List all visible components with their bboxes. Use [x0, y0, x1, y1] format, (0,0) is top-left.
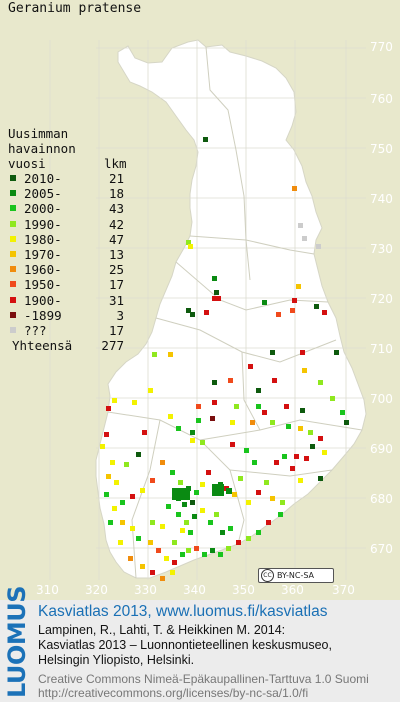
x-axis-label: 370 — [332, 583, 355, 597]
legend-count: 31 — [108, 292, 124, 308]
legend-row: 2010- 21 — [8, 171, 124, 186]
luomus-logo: LUOMUS — [2, 586, 32, 698]
license-line-1: Creative Commons Nimeä-Epäkaupallinen-Ta… — [38, 672, 369, 686]
legend: Uusimman havainnon vuosi lkm 2010- 21 2005… — [8, 126, 127, 354]
species-name: Geranium pratense — [8, 1, 142, 16]
legend-swatch — [10, 266, 16, 273]
legend-row: 1960- 25 — [8, 262, 124, 278]
legend-year: 1950- — [24, 277, 62, 293]
legend-swatch — [10, 175, 16, 181]
x-axis-label: 360 — [281, 583, 304, 597]
legend-count: 13 — [108, 246, 124, 262]
y-axis-label: 730 — [370, 242, 393, 256]
legend-count: 25 — [108, 262, 124, 278]
x-axis-label: 340 — [183, 583, 206, 597]
legend-year: -1899 — [24, 307, 62, 323]
legend-swatch — [10, 220, 16, 227]
finland-landmass — [95, 39, 367, 579]
legend-swatch — [10, 235, 16, 242]
legend-year: ??? — [24, 322, 47, 338]
legend-year: 2010- — [24, 171, 62, 186]
legend-title-line2: havainnon — [8, 141, 76, 156]
legend-total-label: Yhteensä — [12, 338, 73, 354]
license-line-2[interactable]: http://creativecommons.org/licenses/by-n… — [38, 686, 309, 700]
legend-row: 1900- 31 — [8, 292, 124, 308]
legend-year: 1900- — [24, 292, 62, 308]
legend-count: 21 — [108, 171, 124, 186]
y-axis-label: 690 — [370, 442, 393, 456]
x-axis-label: 330 — [134, 583, 157, 597]
y-axis-label: 760 — [370, 92, 393, 106]
legend-title-line1: Uusimman — [8, 126, 69, 141]
y-axis-label: 770 — [370, 40, 393, 54]
legend-total-count: 277 — [101, 338, 124, 354]
y-axis-label: 670 — [370, 542, 393, 556]
y-axis-label: 680 — [370, 492, 393, 506]
legend-swatch — [10, 190, 16, 197]
x-axis-label: 350 — [232, 583, 255, 597]
legend-count: 43 — [108, 201, 124, 217]
legend-count: 17 — [108, 322, 124, 338]
legend-swatch — [10, 250, 16, 257]
legend-count: 47 — [108, 231, 124, 247]
y-axis-label: 700 — [370, 392, 393, 406]
legend-row: 2000- 43 — [8, 201, 124, 217]
legend-count: 17 — [108, 277, 124, 293]
y-axis-label: 720 — [370, 292, 393, 306]
legend-count: 18 — [108, 186, 124, 202]
legend-count: 3 — [116, 307, 124, 323]
citation-line-3: Helsingin Yliopisto, Helsinki. — [38, 653, 195, 667]
cc-icon: CC — [261, 569, 274, 582]
x-axis-label: 320 — [85, 583, 108, 597]
license-badge[interactable]: CC BY-NC-SA — [258, 568, 334, 583]
legend-swatch — [10, 326, 16, 333]
license-text: Creative Commons Nimeä-Epäkaupallinen-Ta… — [38, 672, 369, 700]
y-axis-label: 710 — [370, 342, 393, 356]
legend-swatch — [10, 281, 16, 288]
legend-row: 1950- 17 — [8, 277, 124, 293]
luomus-logo-text: LUOMUS — [3, 586, 31, 698]
legend-year: 2000- — [24, 201, 62, 217]
observation-squares — [100, 137, 349, 581]
citation-line-1: Lampinen, R., Lahti, T. & Heikkinen M. 2… — [38, 623, 286, 637]
citation-line-2: Kasviatlas 2013 – Luonnontieteellinen ke… — [38, 638, 332, 652]
license-badge-text: BY-NC-SA — [277, 571, 315, 580]
x-axis-label: 310 — [36, 583, 59, 597]
legend-year: 2005- — [24, 186, 62, 202]
legend-year: 1980- — [24, 231, 62, 247]
citation: Lampinen, R., Lahti, T. & Heikkinen M. 2… — [38, 623, 332, 668]
legend-row: 2005- 18 — [8, 186, 124, 202]
y-axis-label: 750 — [370, 142, 393, 156]
y-axis-label: 740 — [370, 192, 393, 206]
map-canvas — [49, 39, 367, 581]
legend-row: -1899 3 — [8, 307, 124, 323]
legend-row: ??? 17 — [8, 322, 124, 338]
legend-year: 1960- — [24, 262, 62, 278]
legend-year: 1970- — [24, 246, 62, 262]
footer — [0, 600, 400, 702]
legend-swatch — [10, 311, 16, 318]
distribution-map — [49, 39, 367, 581]
legend-year: 1990- — [24, 216, 62, 232]
legend-col-count: lkm — [104, 156, 127, 171]
legend-rows: 2010- 21 2005- 18 2000- 43 1990- 42 1980- 47 1970-… — [8, 171, 124, 338]
province-borders — [107, 46, 363, 579]
legend-row: 1970- 13 — [8, 246, 124, 262]
atlas-title-link[interactable]: Kasviatlas 2013, www.luomus.fi/kasviatla… — [38, 603, 328, 620]
legend-col-year: vuosi — [8, 156, 46, 171]
legend-row: 1980- 47 — [8, 231, 124, 247]
legend-count: 42 — [108, 216, 124, 232]
legend-swatch — [10, 296, 16, 303]
legend-total-row: Yhteensä 277 — [8, 338, 124, 354]
legend-row: 1990- 42 — [8, 216, 124, 232]
legend-swatch — [10, 205, 16, 212]
